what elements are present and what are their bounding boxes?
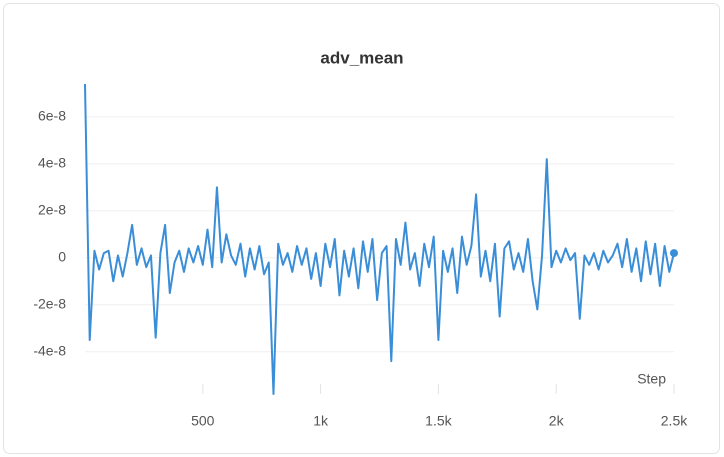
line-series [84, 83, 675, 395]
y-tick-label: -4e-8 [33, 342, 66, 358]
x-tick-label: 2k [549, 413, 565, 429]
chart-title: adv_mean [320, 48, 403, 67]
x-axis-label: Step [637, 371, 666, 387]
x-tick-label: 1.5k [425, 413, 452, 429]
y-tick-label: -2e-8 [33, 295, 66, 311]
y-tick-label: 4e-8 [38, 155, 66, 171]
x-tick-label: 500 [191, 413, 215, 429]
y-tick-label: 6e-8 [38, 108, 66, 124]
y-tick-label: 2e-8 [38, 202, 66, 218]
card [3, 3, 720, 454]
x-tick-label: 1k [313, 413, 329, 429]
x-tick-label: 2.5k [661, 413, 688, 429]
end-point [670, 249, 678, 258]
y-tick-label: 0 [58, 248, 66, 264]
